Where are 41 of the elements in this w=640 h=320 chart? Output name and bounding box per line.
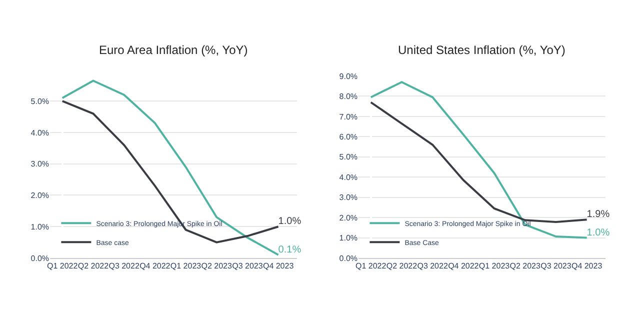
x-tick-label: Q3 2023 [232, 262, 264, 271]
y-tick-label: 1.0% [30, 222, 50, 232]
x-tick-label: Q1 2023 [170, 262, 202, 271]
y-tick-label: 2.0% [339, 213, 358, 222]
y-tick-label: 5.0% [30, 96, 50, 106]
x-tick-label: Q4 2022 [140, 262, 171, 271]
y-tick-label: 3.0% [339, 193, 358, 202]
line-series [61, 80, 280, 256]
x-tick-label: Q2 2023 [201, 262, 232, 271]
y-tick-label: 1.0% [339, 234, 358, 243]
data-label: 0.1% [278, 244, 302, 256]
x-tick-label: Q1 2022 [47, 262, 78, 271]
chart-title: United States Inflation (%, YoY) [398, 43, 566, 57]
y-tick-label: 4.0% [339, 172, 358, 182]
x-tick-label: Q4 2023 [571, 262, 603, 271]
x-tick-label: Q3 2023 [540, 262, 572, 271]
y-tick-label: 0.0% [339, 254, 358, 263]
x-tick-label: Q4 2023 [262, 262, 294, 271]
y-tick-label: 3.0% [30, 160, 50, 169]
chart-title: Euro Area Inflation (%, YoY) [99, 43, 248, 57]
y-tick-label: 4.0% [30, 128, 50, 138]
x-tick-label: Q3 2022 [417, 262, 448, 271]
y-tick-label: 7.0% [339, 112, 358, 122]
y-tick-label: 2.0% [30, 191, 50, 200]
y-tick-label: 6.0% [339, 132, 358, 142]
data-label: 1.9% [586, 209, 610, 220]
line-series [370, 81, 588, 239]
line-series [61, 100, 280, 244]
x-tick-label: Q2 2022 [386, 262, 418, 271]
y-tick-label: 0.0% [30, 254, 50, 263]
y-tick-label: 9.0% [339, 72, 358, 81]
y-tick-label: 8.0% [339, 92, 358, 102]
data-label: 1.0% [278, 216, 302, 228]
x-tick-label: Q3 2022 [108, 262, 140, 271]
data-label: 1.0% [586, 227, 610, 238]
x-tick-label: Q1 2022 [356, 262, 387, 271]
x-tick-label: Q2 2022 [78, 262, 110, 271]
x-tick-label: Q2 2023 [510, 262, 541, 271]
x-tick-label: Q1 2023 [478, 262, 510, 271]
y-tick-label: 5.0% [339, 152, 358, 162]
x-tick-label: Q4 2022 [448, 262, 480, 271]
